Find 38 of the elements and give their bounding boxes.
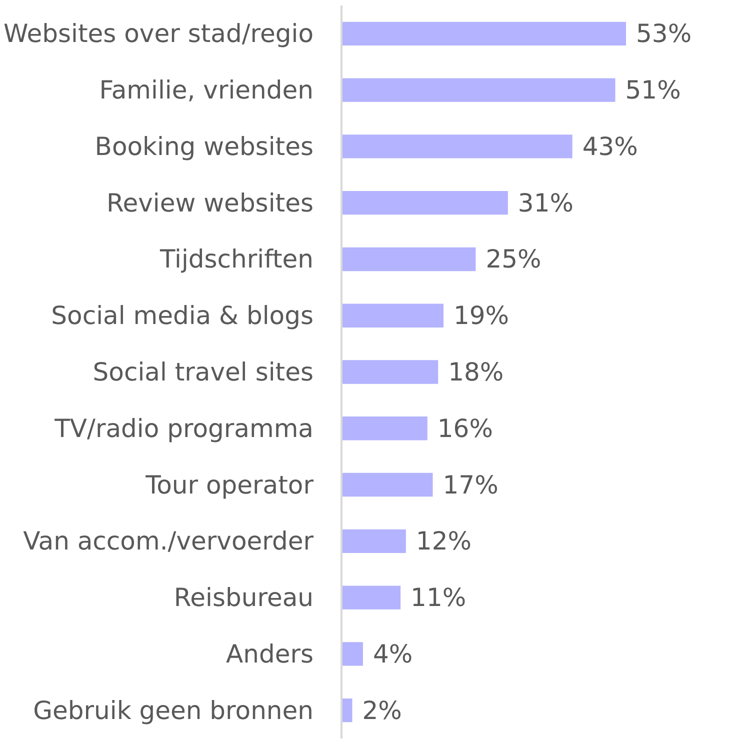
- bar: [342, 191, 508, 215]
- bar: [342, 78, 616, 102]
- y-tick-label: Review websites: [106, 188, 314, 218]
- bar: [342, 586, 401, 610]
- bar: [342, 304, 444, 328]
- y-tick-label: Tijdschriften: [159, 244, 314, 274]
- y-tick-label: Van accom./vervoerder: [23, 526, 314, 556]
- y-tick-label: Anders: [226, 639, 314, 668]
- y-tick-label: Social travel sites: [92, 358, 314, 386]
- data-label: 43%: [582, 132, 638, 161]
- data-label: 31%: [518, 188, 574, 218]
- data-label: 2%: [362, 696, 402, 725]
- y-tick-label: Familie, vrienden: [99, 76, 314, 105]
- y-tick-label: TV/radio programma: [54, 414, 314, 443]
- bar: [342, 416, 428, 440]
- data-label: 4%: [372, 639, 413, 668]
- y-tick-label: Tour operator: [144, 470, 314, 500]
- y-tick-label: Reisbureau: [174, 583, 314, 612]
- bar: [342, 134, 572, 158]
- bar: [342, 472, 433, 497]
- y-tick-label: Gebruik geen bronnen: [33, 696, 314, 725]
- data-label: 19%: [453, 301, 510, 330]
- data-label: 11%: [410, 583, 466, 612]
- data-label: 53%: [636, 19, 692, 48]
- bar: [342, 642, 363, 666]
- data-label: 18%: [448, 358, 504, 386]
- y-tick-label: Websites over stad/regio: [4, 19, 314, 48]
- bar: [342, 22, 626, 46]
- data-label: 51%: [625, 76, 681, 105]
- bar: [342, 360, 438, 384]
- y-tick-label: Social media & blogs: [51, 301, 314, 330]
- data-label: 17%: [442, 470, 498, 500]
- data-label: 16%: [437, 414, 493, 443]
- bar: [342, 529, 406, 553]
- y-tick-label: Booking websites: [94, 132, 314, 161]
- bar: [342, 247, 476, 272]
- data-label: 12%: [416, 526, 472, 556]
- data-label: 25%: [486, 244, 542, 274]
